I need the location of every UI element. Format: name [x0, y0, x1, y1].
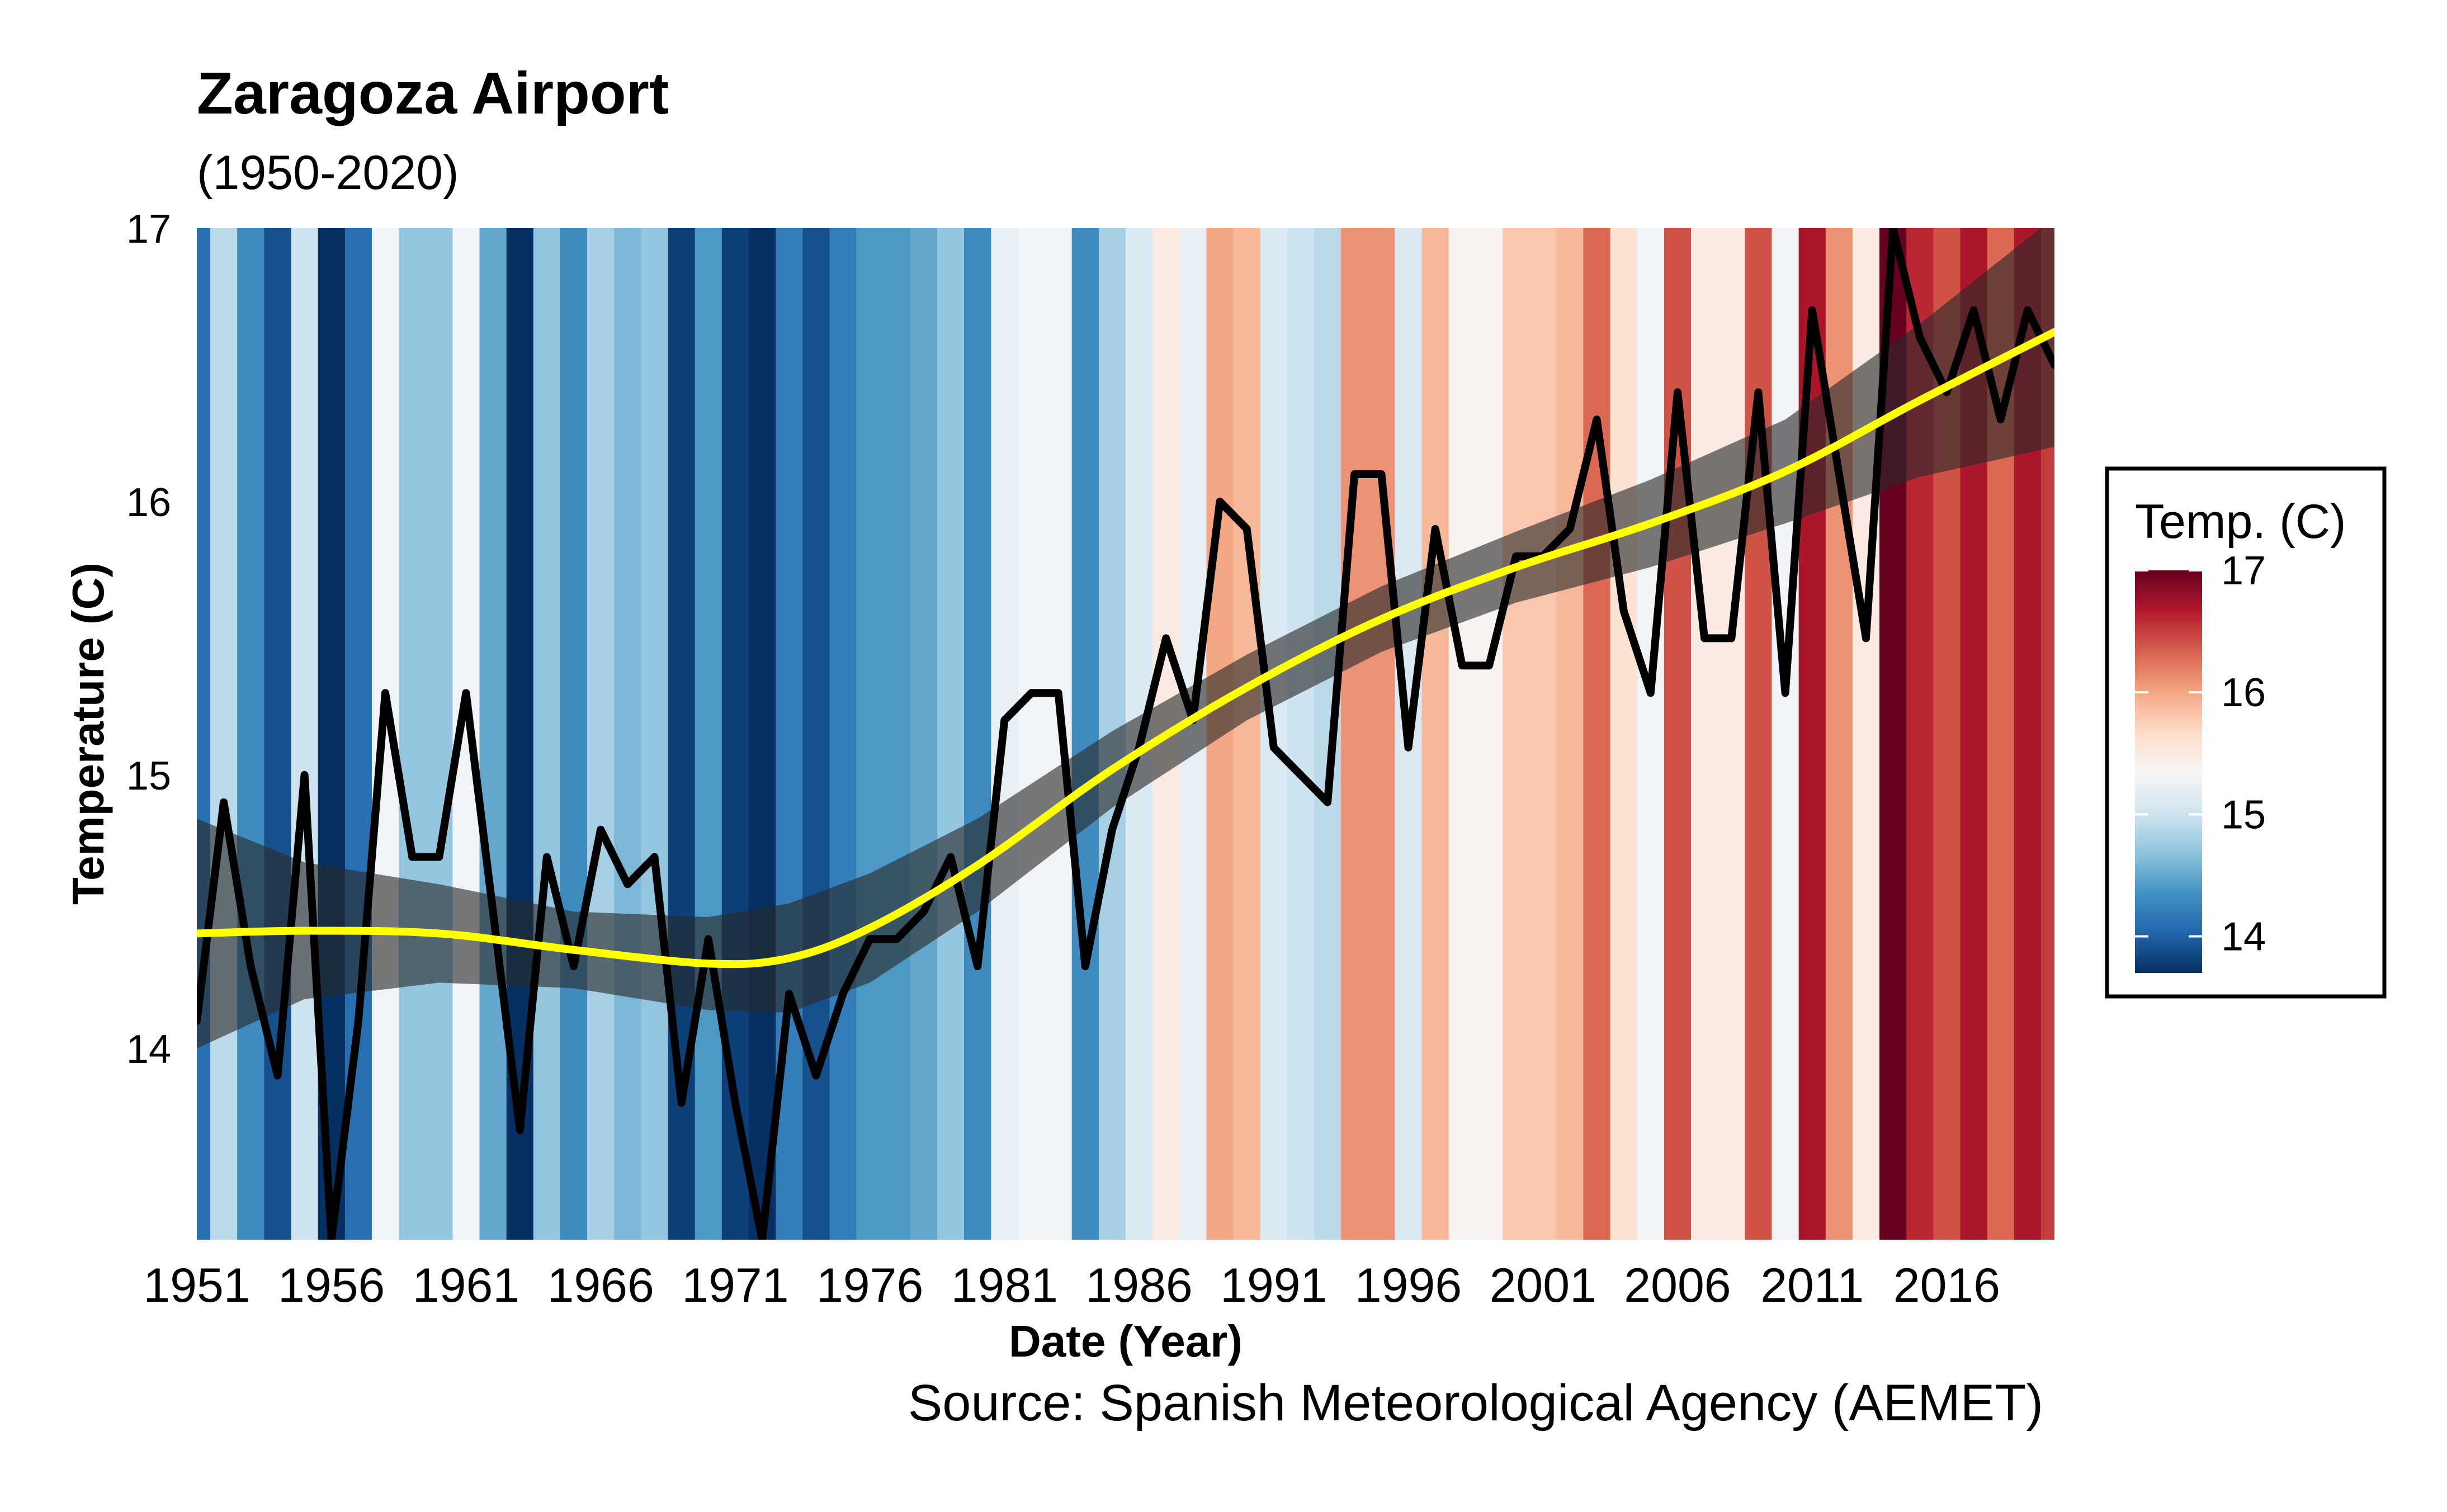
stripe-1964: [533, 228, 561, 1240]
stripe-2009: [1745, 228, 1773, 1240]
stripe-1955: [291, 228, 319, 1240]
stripe-1992: [1287, 228, 1315, 1240]
stripe-1978: [910, 228, 938, 1240]
stripe-1974: [802, 228, 830, 1240]
legend-tick-label: 14: [2221, 915, 2266, 960]
chart-subtitle: (1950-2020): [197, 146, 459, 200]
stripe-2002: [1556, 228, 1584, 1240]
x-tick-label: 1981: [951, 1259, 1058, 1312]
x-tick-label: 1986: [1085, 1259, 1192, 1312]
stripe-1998: [1448, 228, 1476, 1240]
legend-colorbar: [2135, 570, 2202, 973]
legend-title: Temp. (C): [2135, 495, 2346, 549]
stripe-2003: [1583, 228, 1611, 1240]
y-tick-label: 17: [126, 207, 171, 252]
y-tick-label: 15: [126, 754, 171, 798]
stripe-2007: [1691, 228, 1718, 1240]
temperature-line: [197, 228, 2054, 1240]
stripe-1982: [1018, 228, 1046, 1240]
x-tick-label: 1996: [1355, 1259, 1462, 1312]
stripe-1977: [883, 228, 911, 1240]
legend-tick-label: 15: [2221, 792, 2266, 837]
stripe-2008: [1718, 228, 1745, 1240]
y-axis-ticks: 14 15 16 17: [126, 207, 171, 1072]
stripe-1993: [1314, 228, 1341, 1240]
x-tick-label: 1956: [278, 1259, 385, 1312]
stripe-1968: [641, 228, 669, 1240]
x-axis-label: Date (Year): [1009, 1316, 1243, 1366]
stripe-1979: [937, 228, 965, 1240]
legend: Temp. (C) 14 15 16 17: [2105, 466, 2387, 999]
stripe-1990: [1233, 228, 1261, 1240]
x-tick-label: 2001: [1490, 1259, 1596, 1312]
stripe-1975: [829, 228, 857, 1240]
stripe-1976: [856, 228, 884, 1240]
trend-confidence-band: [197, 228, 2054, 1048]
stripe-1963: [506, 228, 534, 1240]
x-tick-label: 1951: [143, 1259, 250, 1312]
stripe-1953: [237, 228, 264, 1240]
source-caption: Source: Spanish Meteorological Agency (A…: [908, 1374, 2043, 1431]
x-tick-label: 2011: [1760, 1259, 1864, 1312]
legend-ticks: 14 15 16 17: [2135, 549, 2266, 960]
x-tick-label: 1991: [1220, 1259, 1327, 1312]
stripe-2001: [1529, 228, 1557, 1240]
stripe-2000: [1503, 228, 1530, 1240]
stripe-1960: [426, 228, 453, 1240]
stripe-1984: [1071, 228, 1099, 1240]
stripe-2010: [1772, 228, 1799, 1240]
stripe-1970: [695, 228, 722, 1240]
legend-tick-label: 17: [2221, 549, 2266, 593]
trend-line: [197, 328, 2054, 968]
stripe-1951: [197, 228, 211, 1240]
stripe-1962: [479, 228, 507, 1240]
stripe-1997: [1421, 228, 1449, 1240]
stripe-2006: [1664, 228, 1692, 1240]
y-tick-label: 16: [126, 480, 171, 525]
y-tick-label: 14: [126, 1027, 171, 1072]
x-tick-label: 2006: [1624, 1259, 1731, 1312]
x-axis-ticks: 1951 1956 1961 1966 1971 1976 1981 1986 1991 1996…: [143, 1259, 2000, 1312]
stripe-1972: [748, 228, 776, 1240]
stripe-1967: [614, 228, 641, 1240]
stripe-1954: [264, 228, 292, 1240]
x-tick-label: 2016: [1893, 1259, 2000, 1312]
x-tick-label: 1966: [547, 1259, 654, 1312]
stripe-1965: [560, 228, 588, 1240]
stripe-1959: [399, 228, 426, 1240]
plot-area: [197, 228, 2054, 1240]
stripe-1995: [1368, 228, 1396, 1240]
stripe-1994: [1341, 228, 1368, 1240]
x-tick-label: 1976: [816, 1259, 923, 1312]
stripe-1952: [210, 228, 238, 1240]
stripe-1980: [964, 228, 991, 1240]
chart-title: Zaragoza Airport: [197, 60, 669, 126]
warming-stripes: [197, 228, 2054, 1240]
stripe-1999: [1475, 228, 1503, 1240]
stripe-2005: [1637, 228, 1665, 1240]
stripe-2004: [1610, 228, 1638, 1240]
x-tick-label: 1961: [413, 1259, 519, 1312]
y-axis-label: Temperature (C): [63, 563, 113, 905]
legend-tick-label: 16: [2221, 670, 2266, 715]
x-tick-label: 1971: [682, 1259, 788, 1312]
stripe-1966: [587, 228, 615, 1240]
